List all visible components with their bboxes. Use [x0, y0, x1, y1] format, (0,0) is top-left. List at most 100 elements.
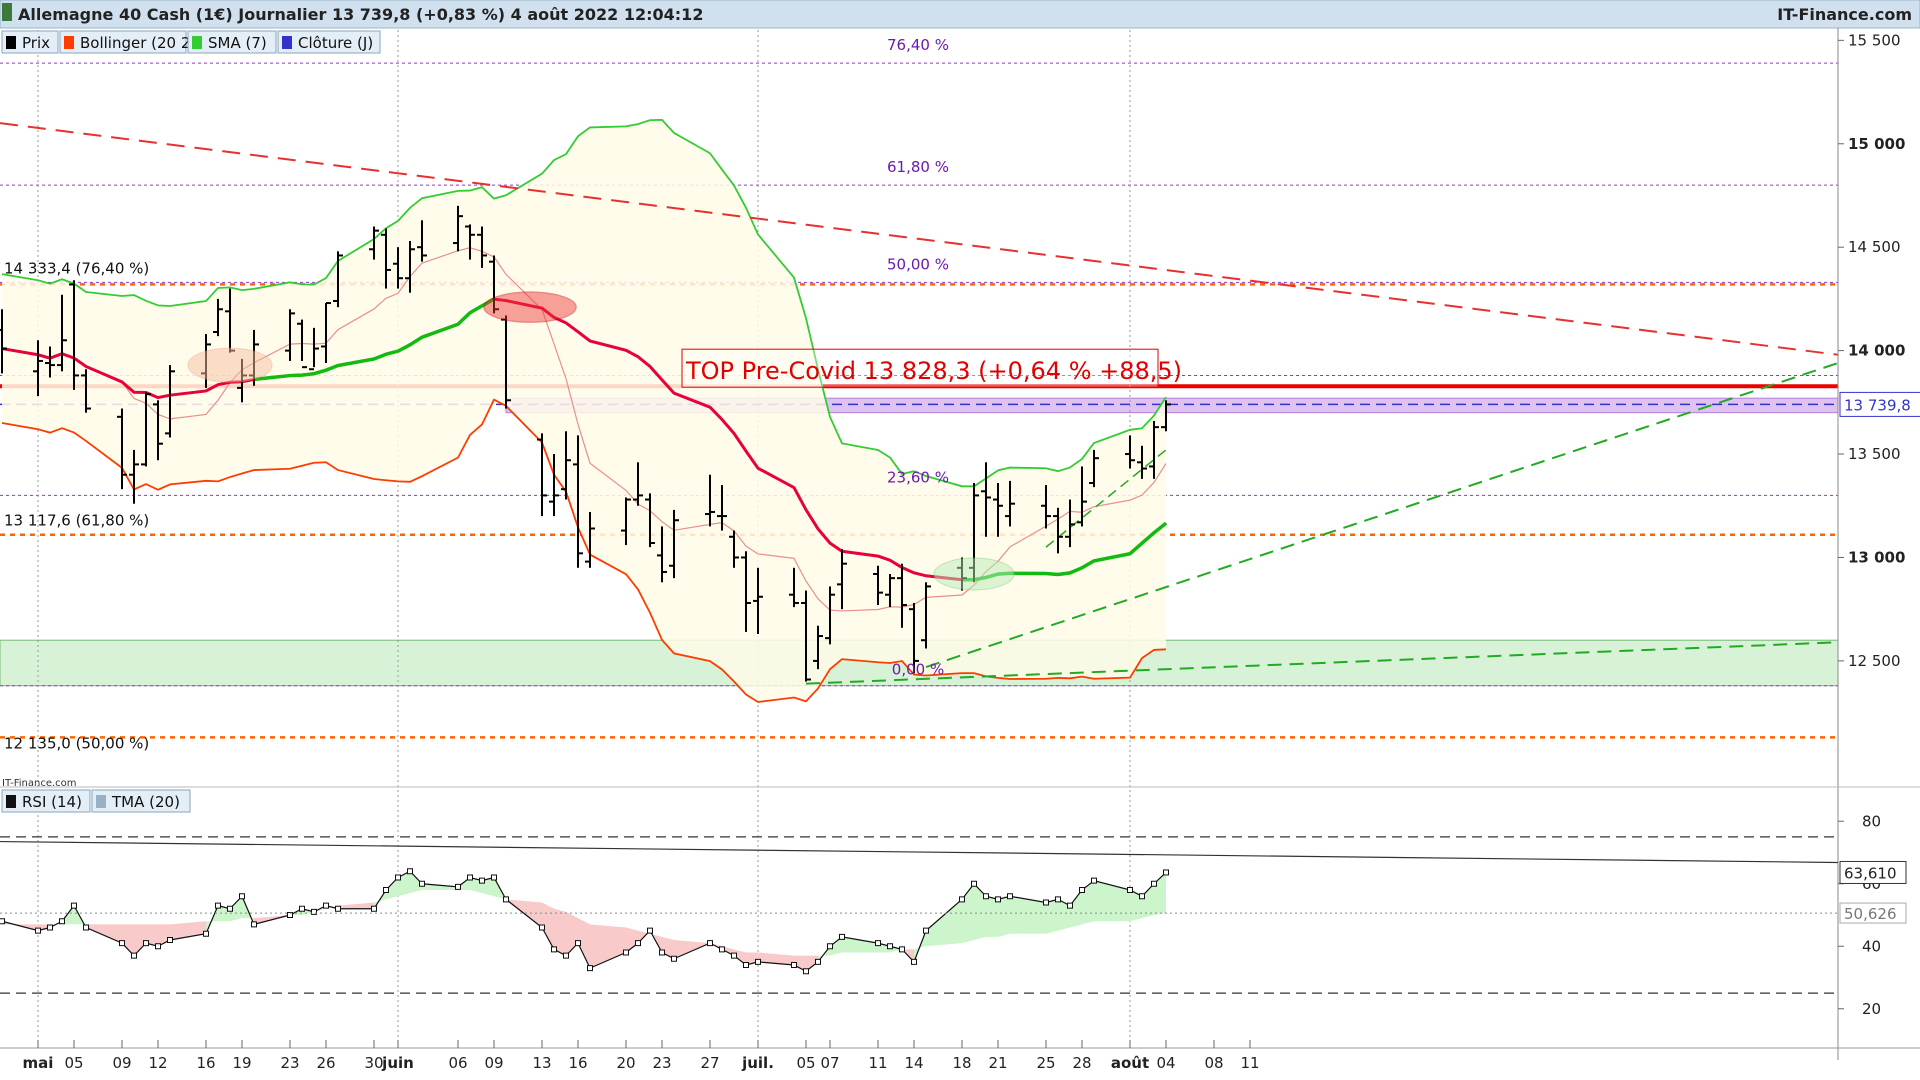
rsi-point — [83, 924, 89, 931]
rsi-point — [887, 943, 893, 950]
legend-item-swatch — [64, 36, 74, 49]
ohlc-bar — [753, 567, 763, 634]
x-tick-label: 12 — [148, 1054, 167, 1072]
rsi-point — [719, 946, 725, 953]
rsi-point — [563, 952, 569, 959]
legend-item-label: TMA (20) — [111, 793, 180, 811]
rsi-point — [1043, 899, 1049, 906]
ohlc-bar — [333, 251, 343, 308]
rsi-area-segment — [986, 896, 998, 937]
rsi-point — [251, 921, 257, 928]
rsi-value-label: 63,610 — [1844, 864, 1897, 882]
fib-label: 61,80 % — [887, 158, 949, 176]
ohlc-bar — [1053, 507, 1063, 554]
ohlc-bar — [1161, 400, 1171, 432]
x-tick-label: 27 — [700, 1054, 719, 1072]
ohlc-bar — [897, 563, 907, 628]
rsi-area-segment — [998, 896, 1010, 937]
legend-item-box — [1, 789, 91, 813]
ohlc-bar — [213, 298, 223, 337]
level-label-12135: 12 135,0 (50,00 %) — [4, 734, 149, 752]
uptrend-line-flat — [805, 641, 1839, 685]
rsi-point — [287, 912, 293, 918]
x-tick-label: 09 — [484, 1054, 503, 1072]
x-tick-label: 06 — [448, 1054, 467, 1072]
ohlc-bar — [837, 549, 847, 610]
cross-marker-may — [187, 347, 273, 383]
ohlc-bar — [789, 567, 799, 608]
x-tick-label: 28 — [1072, 1054, 1091, 1072]
rsi-point — [419, 880, 425, 887]
ohlc-bar — [417, 220, 427, 262]
rsi-point — [323, 902, 329, 909]
rsi-point — [395, 874, 401, 881]
x-tick-label: mai — [23, 1054, 54, 1072]
watermark: IT-Finance.com — [2, 778, 77, 789]
legend-item-box — [59, 30, 187, 54]
legend-item-price: Clôture (J) — [277, 30, 381, 54]
ohlc-bar — [465, 224, 475, 260]
ohlc-bar — [309, 327, 319, 371]
ohlc-bar — [501, 315, 511, 409]
rsi-point — [815, 958, 821, 965]
rsi-point — [983, 893, 989, 900]
uptrend-line-short — [1045, 449, 1167, 548]
legend-item-swatch — [96, 795, 106, 808]
rsi-point — [743, 962, 749, 968]
x-tick-label: 04 — [1156, 1054, 1175, 1072]
ohlc-bar — [621, 497, 631, 546]
rsi-point — [407, 868, 413, 875]
ohlc-bar — [129, 449, 139, 504]
ohlc-bar — [81, 369, 91, 413]
downtrend-line — [0, 122, 1839, 356]
rsi-point — [1055, 896, 1061, 903]
rsi-area-segment — [554, 908, 566, 956]
x-tick-label: 05 — [796, 1054, 815, 1072]
x-tick-label: 23 — [652, 1054, 671, 1072]
rsi-area-segment — [1010, 896, 1046, 934]
x-tick-label: 11 — [1240, 1054, 1259, 1072]
rsi-point — [227, 905, 233, 912]
ohlc-bar — [801, 590, 811, 682]
ohlc-bar — [0, 309, 7, 374]
ohlc-bar — [393, 247, 403, 289]
x-tick-label: 21 — [988, 1054, 1007, 1072]
fib-label: 76,40 % — [887, 36, 949, 54]
ohlc-bar — [993, 483, 1003, 537]
legend-item-price: Bollinger (20 2) — [59, 30, 196, 54]
legend-item-box — [187, 30, 277, 54]
ohlc-bar — [489, 255, 499, 314]
x-tick-label: juin — [381, 1054, 414, 1072]
rsi-point — [791, 962, 797, 968]
legend-item-swatch — [6, 795, 16, 808]
ohlc-bar — [69, 280, 79, 390]
rsi-point — [35, 927, 41, 934]
rsi-point — [47, 924, 53, 931]
rsi-point — [239, 893, 245, 900]
ohlc-bar — [1005, 480, 1015, 527]
ohlc-bar — [537, 433, 547, 517]
rsi-point — [623, 949, 629, 956]
ohlc-bar — [873, 565, 883, 606]
rsi-point — [59, 918, 65, 925]
ohlc-bar — [573, 435, 583, 568]
rsi-y-tick-label: 80 — [1862, 812, 1881, 830]
ohlc-bar — [405, 240, 415, 293]
ohlc-bar — [153, 400, 163, 461]
rsi-point — [1139, 893, 1145, 900]
rsi-area-segment — [410, 871, 422, 894]
x-tick-label: 18 — [952, 1054, 971, 1072]
ohlc-bar — [1077, 466, 1087, 527]
legend-item-label: RSI (14) — [22, 793, 82, 811]
bearish-cross-marker — [483, 291, 577, 323]
rsi-point — [215, 902, 221, 909]
rsi-point — [0, 918, 5, 925]
ohlc-bar — [885, 574, 895, 608]
ohlc-bar — [1065, 499, 1075, 548]
ohlc-bar — [1041, 485, 1051, 529]
legend-item-swatch — [6, 36, 16, 49]
ohlc-bar — [645, 493, 655, 548]
ohlc-bar — [585, 511, 595, 568]
x-tick-label: 19 — [232, 1054, 251, 1072]
